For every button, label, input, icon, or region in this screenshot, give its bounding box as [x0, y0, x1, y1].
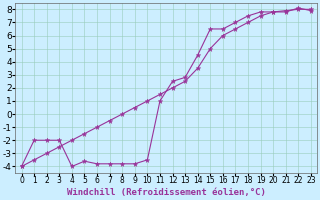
X-axis label: Windchill (Refroidissement éolien,°C): Windchill (Refroidissement éolien,°C): [67, 188, 266, 197]
